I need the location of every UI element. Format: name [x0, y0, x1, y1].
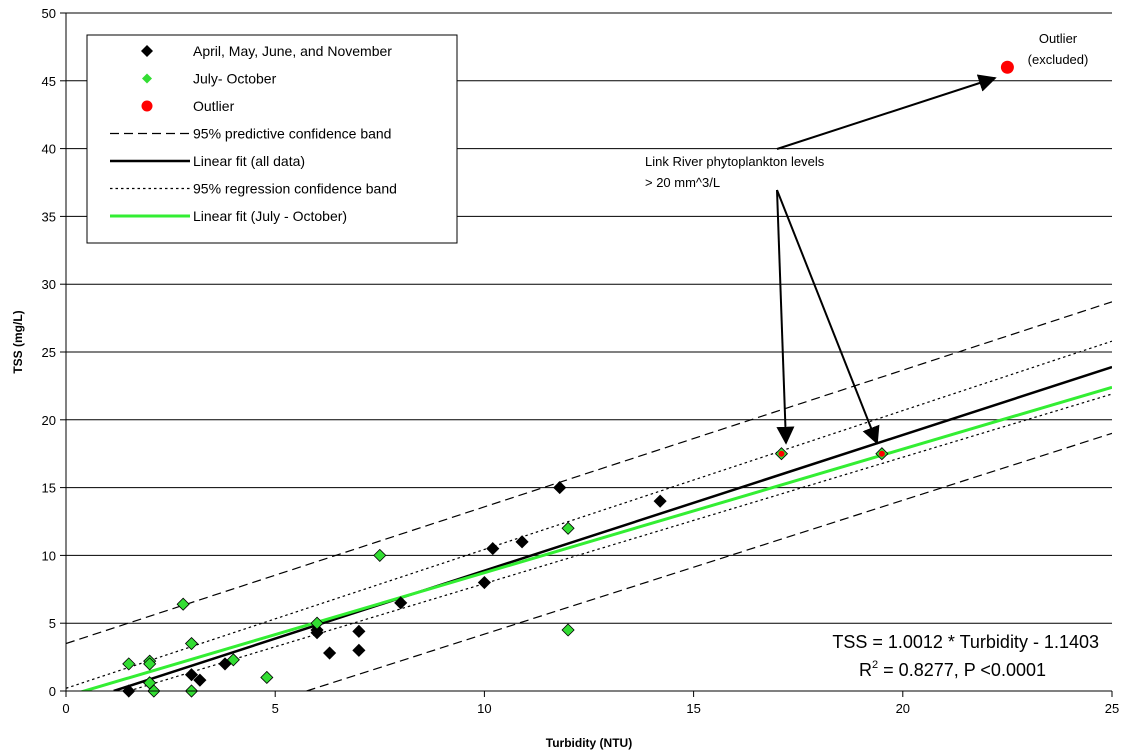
- tick-labels: 0 5 10 15 20 25 0 5 10 15 20 25 30 35 40 45 50: [42, 6, 1120, 716]
- fit-line-dashed: [66, 301, 1112, 645]
- april-nov-point: [486, 542, 500, 556]
- legend-box: [86, 34, 458, 244]
- fit-line-dotted: [128, 393, 1112, 691]
- outlier-point: [1000, 60, 1014, 74]
- y-tick-label: 50: [42, 6, 56, 21]
- phytoplankton-highlight-marker: [878, 450, 885, 457]
- y-axis-title: TSS (mg/L): [11, 310, 25, 373]
- legend-label: July- October: [193, 71, 277, 87]
- july-oct-point: [260, 670, 274, 685]
- y-tick-label: 45: [42, 74, 56, 89]
- r-squared-text: R2 = 0.8277, P <0.0001: [859, 659, 1046, 680]
- data-points: [122, 60, 1014, 698]
- legend-label: 95% predictive confidence band: [193, 126, 391, 142]
- x-tick-label: 20: [896, 701, 910, 716]
- x-tick-label: 5: [272, 701, 279, 716]
- y-tick-label: 15: [42, 481, 56, 496]
- arrow-to-point-17: [776, 189, 795, 445]
- legend-label: Linear fit (all data): [193, 153, 305, 169]
- april-nov-point: [553, 481, 567, 495]
- fit-line-dashed: [306, 432, 1112, 691]
- y-tick-label: 40: [42, 142, 56, 157]
- y-tick-label: 25: [42, 345, 56, 360]
- axes: [60, 12, 1113, 697]
- legend-label: Outlier: [193, 98, 235, 114]
- x-tick-label: 25: [1105, 701, 1119, 716]
- july-oct-point: [373, 548, 387, 562]
- april-nov-point: [352, 643, 366, 657]
- april-nov-point: [515, 535, 529, 549]
- july-oct-point: [143, 657, 157, 671]
- y-tick-label: 10: [42, 548, 56, 563]
- fit-line-solid: [113, 365, 1112, 691]
- x-tick-label: 15: [686, 701, 700, 716]
- annotations: Outlier (excluded) Link River phytoplank…: [645, 31, 1099, 680]
- april-nov-point: [193, 673, 207, 687]
- april-nov-point: [352, 624, 366, 638]
- outlier-annotation-line2: (excluded): [1028, 52, 1089, 67]
- fit-line-dotted: [66, 340, 1112, 689]
- july-oct-point: [561, 623, 575, 637]
- july-oct-point: [226, 653, 240, 667]
- legend-item: Linear fit (July - October): [110, 208, 347, 224]
- legend-item: Outlier: [141, 98, 235, 114]
- x-tick-label: 10: [477, 701, 491, 716]
- outlier-annotation-line1: Outlier: [1039, 31, 1078, 46]
- regression-equation: TSS = 1.0012 * Turbidity - 1.1403: [832, 632, 1099, 652]
- april-nov-point: [653, 494, 667, 508]
- legend-item: July- October: [142, 71, 277, 87]
- april-nov-point: [477, 575, 491, 590]
- legend-label: Linear fit (July - October): [193, 208, 347, 224]
- legend-item: 95% predictive confidence band: [110, 126, 391, 142]
- legend: April, May, June, and November July- Octo…: [86, 34, 458, 244]
- july-oct-point: [561, 521, 575, 535]
- legend-label: April, May, June, and November: [193, 43, 392, 59]
- legend-marker-circle-red: [141, 100, 153, 112]
- phytoplankton-annotation-line1: Link River phytoplankton levels: [645, 154, 825, 169]
- fit-line-solid-green: [79, 385, 1112, 691]
- y-tick-label: 30: [42, 277, 56, 292]
- y-tick-label: 35: [42, 209, 56, 224]
- april-nov-point: [310, 626, 324, 640]
- april-nov-point: [184, 668, 199, 682]
- legend-item: Linear fit (all data): [110, 153, 305, 169]
- fit-lines: [66, 301, 1112, 691]
- phytoplankton-annotation-line2: > 20 mm^3/L: [645, 175, 720, 190]
- x-axis-title: Turbidity (NTU): [546, 736, 632, 750]
- july-oct-point: [176, 597, 190, 611]
- july-oct-point: [184, 636, 199, 651]
- legend-label: 95% regression confidence band: [193, 181, 397, 197]
- y-tick-label: 5: [49, 616, 56, 631]
- april-nov-point: [394, 596, 408, 610]
- x-tick-label: 0: [62, 701, 69, 716]
- legend-marker-diamond-green: [142, 73, 152, 84]
- y-tick-label: 20: [42, 413, 56, 428]
- july-oct-point: [122, 657, 136, 671]
- phytoplankton-highlight-marker: [778, 450, 785, 457]
- arrow-to-point-19: [776, 189, 880, 445]
- y-tick-label: 0: [49, 684, 56, 699]
- july-oct-point: [310, 616, 324, 630]
- april-nov-point: [323, 646, 337, 660]
- arrow-to-outlier: [776, 74, 997, 150]
- legend-marker-diamond-black: [141, 45, 153, 57]
- legend-item: April, May, June, and November: [141, 43, 392, 59]
- legend-item: 95% regression confidence band: [110, 181, 397, 197]
